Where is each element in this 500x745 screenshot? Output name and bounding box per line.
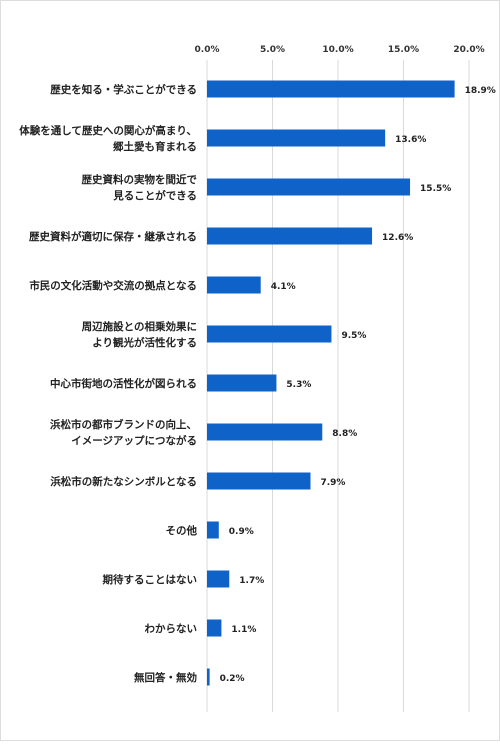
category-label-0-0: 歴史を知る・学ぶことができる [50, 83, 197, 96]
value-label-12: 0.2% [220, 674, 245, 684]
category-label-12-0: 無回答・無効 [134, 671, 197, 684]
category-label-5-0: 周辺施設との相乗効果に [82, 320, 197, 333]
bar-3 [207, 227, 373, 245]
x-tick-label-3: 15.0% [388, 45, 419, 55]
value-label-5: 9.5% [341, 331, 366, 341]
bar-5 [207, 325, 332, 343]
category-label-2-0: 歴史資料の実物を間近で [82, 173, 198, 186]
bar-10 [207, 570, 230, 588]
value-label-11: 1.1% [231, 625, 256, 635]
bar-0 [207, 80, 455, 98]
value-labels: 18.9% 13.6% 15.5% 12.6% 4.1% 9.5% 5.3% 8.8% 7.9%… [220, 86, 496, 684]
bar-4 [207, 276, 261, 294]
category-label-2-1: 見ることができる [112, 189, 197, 202]
bar-1 [207, 129, 386, 147]
value-label-10: 1.7% [239, 576, 264, 586]
category-label-3-0: 歴史資料が適切に保存・継承される [29, 230, 197, 243]
category-label-7-1: イメージアップにつながる [71, 434, 197, 447]
bar-12 [207, 668, 210, 686]
category-label-1-0: 体験を通して歴史への関心が高まり、 [19, 124, 197, 137]
category-label-9-0: その他 [166, 524, 198, 537]
value-label-0: 18.9% [465, 86, 496, 96]
value-label-9: 0.9% [229, 527, 254, 537]
bar-11 [207, 619, 222, 637]
x-tick-label-2: 10.0% [322, 45, 353, 55]
value-label-1: 13.6% [395, 135, 426, 145]
x-tick-label-0: 0.0% [195, 45, 220, 55]
category-label-8-0: 浜松市の新たなシンボルとなる [50, 475, 197, 488]
bar-7 [207, 423, 323, 441]
bar-6 [207, 374, 277, 392]
category-label-7-0: 浜松市の都市ブランドの向上、 [50, 418, 197, 431]
value-label-3: 12.6% [382, 233, 413, 243]
bars [207, 80, 455, 686]
category-label-11-0: わからない [145, 623, 198, 635]
x-tick-label-1: 5.0% [260, 45, 285, 55]
bar-2 [207, 178, 411, 196]
value-label-6: 5.3% [286, 380, 311, 390]
x-tick-label-4: 20.0% [453, 45, 484, 55]
category-label-4-0: 市民の文化活動や交流の拠点となる [29, 279, 197, 292]
category-label-6-0: 中心市街地の活性化が図られる [50, 377, 197, 390]
x-tick-labels: 0.0% 5.0% 10.0% 15.0% 20.0% [195, 45, 485, 55]
value-label-7: 8.8% [332, 429, 357, 439]
category-label-10-0: 期待することはない [103, 573, 198, 586]
value-label-8: 7.9% [320, 478, 345, 488]
value-label-4: 4.1% [271, 282, 296, 292]
bar-8 [207, 472, 311, 490]
category-label-1-1: 郷土愛も育まれる [113, 140, 197, 153]
category-label-5-1: より観光が活性化する [92, 336, 197, 349]
value-label-2: 15.5% [420, 184, 451, 194]
bar-9 [207, 521, 219, 539]
category-labels: 歴史を知る・学ぶことができる体験を通して歴史への関心が高まり、郷土愛も育まれる歴… [19, 83, 197, 684]
